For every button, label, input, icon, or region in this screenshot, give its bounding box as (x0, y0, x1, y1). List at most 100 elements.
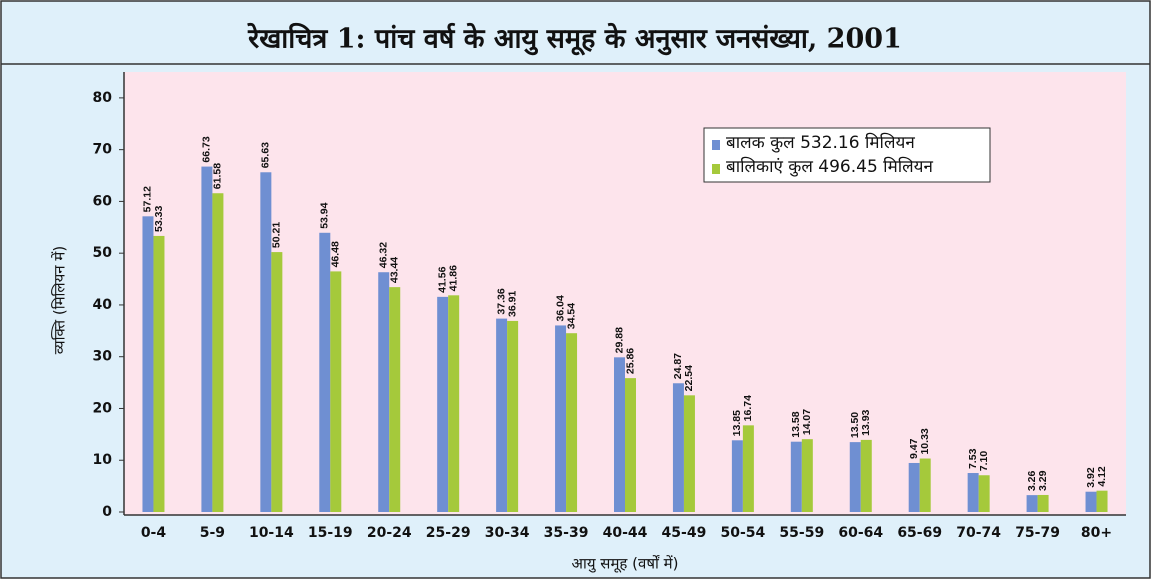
data-label: 7.10 (978, 451, 990, 472)
data-label: 9.47 (908, 438, 920, 459)
data-label: 13.58 (790, 411, 802, 437)
bar (790, 441, 802, 512)
data-label: 43.44 (389, 257, 401, 283)
x-tick-label: 5-9 (200, 525, 225, 541)
y-tick-label: 10 (93, 452, 113, 468)
legend-label: बालक कुल 532.16 मिलियन (726, 132, 915, 153)
y-tick-label: 0 (102, 504, 112, 520)
bar (389, 287, 401, 512)
y-axis-label: व्यक्ति (मिलियन में) (51, 246, 69, 354)
legend-swatch (712, 140, 720, 150)
x-tick-label: 30-34 (485, 525, 530, 541)
bar (731, 440, 743, 512)
chart-title: रेखाचित्र 1: पांच वर्ष के आयु समूह के अन… (247, 23, 902, 57)
x-tick-label: 35-39 (544, 525, 589, 541)
bar (201, 166, 213, 513)
bar (566, 333, 578, 512)
bar (212, 193, 224, 512)
bar (1085, 491, 1097, 512)
data-label: 29.88 (613, 327, 625, 353)
bar (683, 395, 695, 512)
bar (271, 252, 283, 512)
bar (742, 425, 754, 512)
data-label: 36.91 (506, 291, 518, 317)
y-tick-label: 40 (93, 297, 113, 313)
data-label: 41.86 (447, 265, 459, 291)
bar (978, 475, 990, 512)
bar (555, 325, 567, 512)
x-axis-label: आयु समूह (वर्षों में) (572, 555, 679, 574)
y-tick-label: 70 (93, 142, 113, 158)
data-label: 46.32 (378, 242, 390, 268)
bar (1096, 490, 1108, 512)
data-label: 41.56 (436, 266, 448, 292)
data-label: 53.33 (153, 206, 165, 232)
data-label: 3.92 (1085, 467, 1097, 488)
data-label: 14.07 (801, 409, 813, 435)
x-tick-label: 50-54 (720, 525, 765, 541)
legend-box (703, 127, 991, 183)
data-label: 7.53 (967, 448, 979, 469)
x-tick-label: 55-59 (779, 525, 824, 541)
x-tick-label: 80+ (1081, 525, 1112, 541)
bar (142, 216, 154, 512)
bar (625, 378, 636, 512)
data-label: 50.21 (271, 222, 283, 248)
bar (849, 442, 861, 512)
bar (260, 172, 272, 512)
bar (330, 271, 342, 512)
bar (153, 235, 165, 512)
data-label: 25.86 (624, 348, 636, 374)
bar (801, 439, 813, 512)
data-label: 4.12 (1096, 466, 1108, 487)
data-label: 16.74 (742, 395, 754, 421)
bar (319, 232, 331, 512)
bar (860, 439, 872, 512)
data-label: 34.54 (565, 303, 577, 329)
data-label: 37.36 (495, 288, 507, 314)
data-label: 46.48 (330, 241, 342, 267)
data-label: 3.29 (1037, 470, 1049, 491)
data-label: 66.73 (201, 136, 213, 162)
y-tick-label: 30 (93, 349, 113, 365)
bar (378, 272, 390, 512)
x-tick-label: 20-24 (367, 525, 412, 541)
bar (672, 383, 684, 512)
y-tick-label: 60 (93, 193, 113, 209)
y-tick-label: 80 (93, 90, 113, 106)
x-tick-label: 45-49 (662, 525, 707, 541)
bar (1026, 495, 1038, 512)
data-label: 13.50 (849, 412, 861, 438)
data-label: 22.54 (683, 365, 695, 391)
bar (919, 458, 931, 512)
data-label: 61.58 (212, 163, 224, 189)
bar (967, 473, 979, 512)
x-tick-label: 25-29 (426, 525, 471, 541)
data-label: 36.04 (554, 295, 566, 321)
x-tick-label: 60-64 (838, 525, 883, 541)
x-tick-label: 65-69 (897, 525, 942, 541)
y-tick-label: 20 (93, 400, 113, 416)
bar (496, 318, 508, 512)
bar (448, 295, 460, 512)
data-label: 57.12 (142, 186, 154, 212)
data-label: 10.33 (919, 428, 931, 454)
x-tick-label: 75-79 (1015, 525, 1060, 541)
x-tick-label: 10-14 (249, 525, 294, 541)
bar (1037, 494, 1049, 512)
y-tick-label: 50 (93, 245, 113, 261)
x-tick-label: 15-19 (308, 525, 353, 541)
data-label: 13.85 (731, 410, 743, 436)
data-label: 13.93 (860, 409, 872, 435)
bar (614, 357, 625, 512)
data-label: 53.94 (319, 202, 331, 228)
data-label: 3.26 (1026, 471, 1038, 492)
bar (908, 462, 920, 512)
legend-label: बालिकाएं कुल 496.45 मिलियन (726, 156, 934, 177)
x-tick-label: 70-74 (956, 525, 1001, 541)
bar (437, 296, 449, 512)
x-tick-label: 40-44 (603, 525, 648, 541)
bar (507, 320, 519, 512)
x-tick-label: 0-4 (141, 525, 167, 541)
